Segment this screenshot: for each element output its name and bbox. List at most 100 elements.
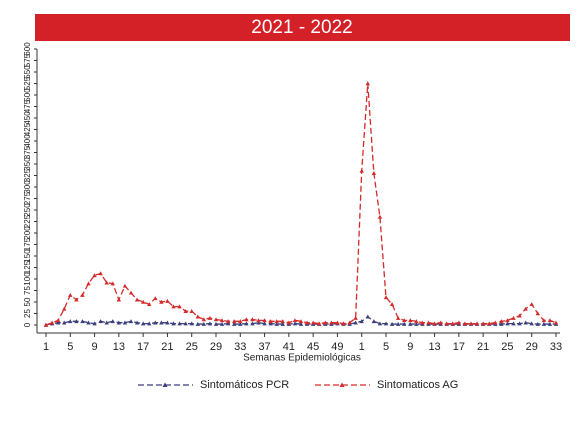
point <box>474 321 480 326</box>
x-tick-label: 49 <box>331 341 343 353</box>
y-tick-label: 350 <box>23 157 32 171</box>
point <box>292 318 298 323</box>
point <box>68 319 73 324</box>
point <box>402 318 407 323</box>
point <box>499 319 504 324</box>
point <box>408 318 413 323</box>
point <box>74 297 79 302</box>
x-tick-label: 41 <box>283 341 295 353</box>
point <box>171 304 176 309</box>
point <box>213 317 219 322</box>
series-line <box>45 83 557 326</box>
point <box>517 313 522 318</box>
x-axis-label: Semanas Epidemiológicas <box>243 353 361 364</box>
point <box>499 321 504 326</box>
point <box>408 321 413 326</box>
point <box>414 321 419 326</box>
point <box>189 309 194 313</box>
point <box>274 321 279 326</box>
point <box>341 321 346 326</box>
point <box>541 321 547 326</box>
point <box>250 317 255 322</box>
y-tick-label: 400 <box>23 134 32 148</box>
title-banner <box>35 14 570 41</box>
y-tick-label: 425 <box>23 122 32 136</box>
point <box>110 319 115 324</box>
point <box>92 273 97 278</box>
point <box>256 320 261 325</box>
y-tick-label: 275 <box>23 191 32 205</box>
point <box>225 319 231 324</box>
point <box>195 314 200 319</box>
x-tick-label: 29 <box>526 341 538 353</box>
point <box>177 304 182 309</box>
point <box>122 320 128 325</box>
point <box>116 320 122 325</box>
point <box>98 319 103 324</box>
point <box>104 320 109 325</box>
point <box>359 168 364 173</box>
y-tick-label: 525 <box>23 76 32 90</box>
point <box>256 318 261 323</box>
point <box>232 321 237 326</box>
point <box>511 321 516 326</box>
x-tick-label: 29 <box>210 341 222 353</box>
point <box>134 320 140 325</box>
point <box>535 311 540 316</box>
x-tick-label: 17 <box>137 341 149 353</box>
point <box>140 299 146 304</box>
legend-marker <box>339 382 345 387</box>
point <box>219 321 225 326</box>
point <box>389 302 395 307</box>
x-tick-label: 33 <box>550 341 562 353</box>
point <box>165 320 170 325</box>
y-tick-label: 50 <box>23 297 32 306</box>
x-tick-label: 5 <box>67 341 73 353</box>
point <box>98 271 103 276</box>
point <box>317 321 322 326</box>
x-tick-label: 45 <box>307 341 319 353</box>
point <box>219 318 225 323</box>
point <box>365 81 370 86</box>
point <box>280 321 285 326</box>
point <box>280 319 285 324</box>
y-tick-label: 25 <box>23 309 32 318</box>
y-tick-label: 150 <box>23 249 32 263</box>
point <box>165 298 170 303</box>
y-tick-label: 475 <box>23 99 32 113</box>
point <box>395 315 401 320</box>
y-tick-label: 575 <box>23 53 32 67</box>
x-tick-label: 37 <box>258 341 270 353</box>
x-tick-label: 9 <box>92 341 98 353</box>
point <box>511 315 516 320</box>
y-tick-label: 600 <box>23 42 32 56</box>
point <box>493 320 498 325</box>
x-tick-label: 25 <box>501 341 513 353</box>
point <box>140 321 146 326</box>
point <box>377 214 383 219</box>
point <box>420 320 425 325</box>
point <box>274 319 279 324</box>
point <box>238 319 243 324</box>
point <box>529 321 534 326</box>
point <box>505 318 510 323</box>
y-tick-label: 0 <box>23 322 32 327</box>
point <box>310 320 316 325</box>
point <box>353 315 358 320</box>
point <box>444 321 449 326</box>
x-tick-label: 1 <box>43 341 49 353</box>
point <box>541 318 547 323</box>
point <box>62 320 67 325</box>
point <box>389 321 395 326</box>
point <box>329 320 334 325</box>
point <box>529 302 534 307</box>
point <box>383 295 389 300</box>
point <box>377 321 383 326</box>
point <box>86 320 91 325</box>
legend-label: Sintomaticos AG <box>377 379 458 391</box>
point <box>292 321 298 326</box>
point <box>104 280 109 285</box>
point <box>414 319 419 324</box>
legend-marker <box>162 382 168 387</box>
